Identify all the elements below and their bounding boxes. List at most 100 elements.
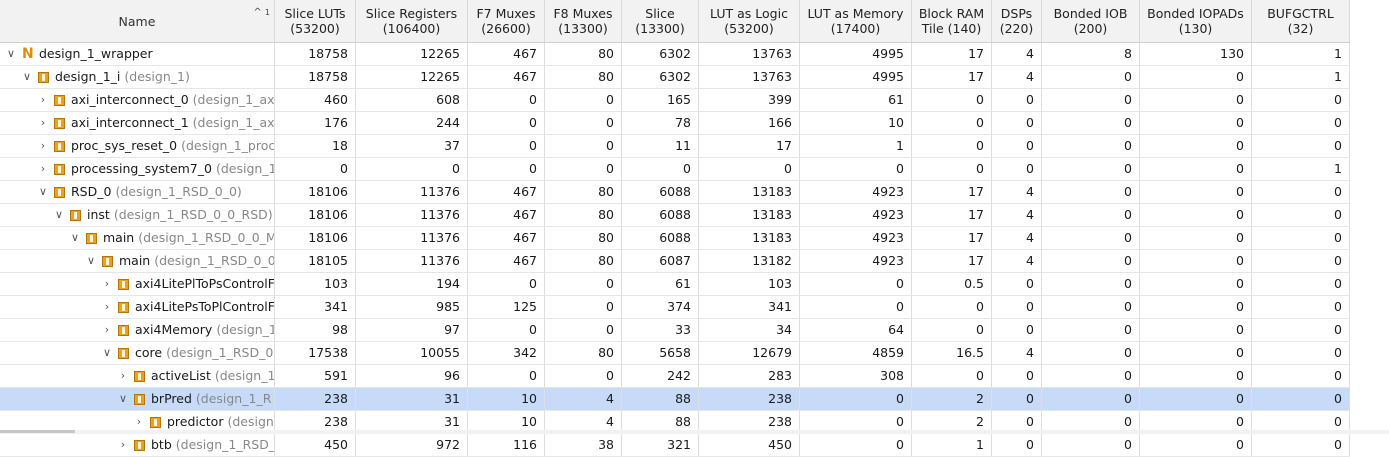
column-header-line1: Slice LUTs (284, 6, 346, 21)
chevron-right-icon[interactable]: › (136, 415, 142, 428)
table-row[interactable]: › axi4LitePsToPlControlF 341 985 125 0 374 341 0… (0, 296, 1350, 319)
value-cell: 0 (1140, 365, 1252, 387)
column-header-12[interactable]: BUFGCTRL (32) (1252, 0, 1350, 42)
hierarchy-name-cell[interactable]: ∨ inst (design_1_RSD_0_0_RSD) (0, 204, 275, 226)
chevron-down-icon[interactable]: ∨ (22, 70, 32, 83)
hierarchy-name-cell[interactable]: ∨ core (design_1_RSD_0 (0, 342, 275, 364)
instance-name: axi4LitePlToPsControlF (135, 276, 275, 291)
hierarchy-name-cell[interactable]: › processing_system7_0 (design_1 (0, 158, 275, 180)
chevron-right-icon[interactable]: › (104, 300, 110, 313)
value-cell: 96 (356, 365, 468, 387)
table-row[interactable]: ∨ brPred (design_1_R 238 31 10 4 88 238 0 2 0 0 0 0 (0, 388, 1350, 411)
table-row[interactable]: ∨ design_1_i (design_1) 18758 12265 467 80 6302… (0, 66, 1350, 89)
value-cell: 0 (992, 112, 1042, 134)
chevron-down-icon[interactable]: ∨ (70, 231, 80, 244)
hierarchy-name-cell[interactable]: › btb (design_1_RSD_ (0, 434, 275, 456)
module-name: (design_1) (124, 69, 190, 84)
table-row[interactable]: ∨ main (design_1_RSD_0_0 18105 11376 467 80 608… (0, 250, 1350, 273)
chevron-right-icon[interactable]: › (40, 139, 46, 152)
chevron-right-icon[interactable]: › (40, 116, 46, 129)
hierarchy-name-cell[interactable]: ∨ brPred (design_1_R (0, 388, 275, 410)
column-header-4[interactable]: F8 Muxes (13300) (545, 0, 622, 42)
chevron-right-icon[interactable]: › (40, 93, 46, 106)
value-cell: 0 (992, 89, 1042, 111)
value-cell: 0 (800, 273, 912, 295)
sort-indicator-icon[interactable]: ^ 1 (253, 7, 270, 18)
column-header-10[interactable]: Bonded IOB (200) (1042, 0, 1140, 42)
hierarchy-name-cell[interactable]: ∨ RSD_0 (design_1_RSD_0_0) (0, 181, 275, 203)
value-cell: 80 (545, 66, 622, 88)
table-row[interactable]: › activeList (design_1 591 96 0 0 242 283 308 0 0 0 0… (0, 365, 1350, 388)
column-header-7[interactable]: LUT as Memory (17400) (800, 0, 912, 42)
value-cell: 0 (545, 365, 622, 387)
hierarchy-name-cell[interactable]: › predictor (design (0, 411, 275, 433)
hierarchy-name-cell[interactable]: › activeList (design_1 (0, 365, 275, 387)
table-row[interactable]: ∨ core (design_1_RSD_0 17538 10055 342 80 5658 1… (0, 342, 1350, 365)
column-header-2[interactable]: Slice Registers (106400) (356, 0, 468, 42)
column-header-11[interactable]: Bonded IOPADs (130) (1140, 0, 1252, 42)
chevron-down-icon[interactable]: ∨ (118, 392, 128, 405)
hierarchy-name-cell[interactable]: › axi4LitePsToPlControlF (0, 296, 275, 318)
hierarchy-name-cell[interactable]: › proc_sys_reset_0 (design_1_proc (0, 135, 275, 157)
chevron-right-icon[interactable]: › (120, 438, 126, 451)
instance-name: design_1_wrapper (39, 46, 153, 61)
hierarchy-name-cell[interactable]: › axi_interconnect_0 (design_1_ax (0, 89, 275, 111)
table-row[interactable]: › processing_system7_0 (design_1 0 0 0 0 0 0 0 0 0 0… (0, 158, 1350, 181)
netlist-n-icon: N (22, 46, 34, 62)
table-row[interactable]: › axi4Memory (design_1 98 97 0 0 33 34 64 0 0 0 0 0 (0, 319, 1350, 342)
chevron-down-icon[interactable]: ∨ (86, 254, 96, 267)
hierarchy-name-cell[interactable]: ∨ main (design_1_RSD_0_0 (0, 250, 275, 272)
value-cell: 0 (468, 365, 545, 387)
column-header-line1: Slice Registers (365, 6, 458, 21)
chevron-down-icon[interactable]: ∨ (54, 208, 64, 221)
column-header-8[interactable]: Block RAM Tile (140) (912, 0, 992, 42)
hierarchy-name-cell[interactable]: › axi4Memory (design_1 (0, 319, 275, 341)
table-row[interactable]: ∨ main (design_1_RSD_0_0_M 18106 11376 467 80 6… (0, 227, 1350, 250)
chevron-down-icon[interactable]: ∨ (6, 47, 16, 60)
value-cell: 0 (1042, 158, 1140, 180)
horizontal-scrollbar[interactable] (0, 430, 1389, 434)
table-row[interactable]: › proc_sys_reset_0 (design_1_proc 18 37 0 0 11 1… (0, 135, 1350, 158)
chevron-right-icon[interactable]: › (120, 369, 126, 382)
value-cell: 18106 (275, 227, 356, 249)
hierarchy-name-cell[interactable]: ∨ design_1_i (design_1) (0, 66, 275, 88)
value-cell: 238 (275, 388, 356, 410)
module-name: (design_1_RSD_0_0_M (138, 230, 275, 245)
value-cell: 0 (992, 273, 1042, 295)
table-row[interactable]: › axi4LitePlToPsControlF 103 194 0 0 61 103 0 0.5… (0, 273, 1350, 296)
chevron-right-icon[interactable]: › (104, 277, 110, 290)
table-row[interactable]: ∨ RSD_0 (design_1_RSD_0_0) 18106 11376 467 80 6… (0, 181, 1350, 204)
value-cell: 467 (468, 181, 545, 203)
table-row[interactable]: ∨ inst (design_1_RSD_0_0_RSD) 18106 11376 467… (0, 204, 1350, 227)
scrollbar-thumb[interactable] (0, 430, 75, 433)
value-cell: 0 (1042, 204, 1140, 226)
table-row[interactable]: › axi_interconnect_1 (design_1_ax 176 244 0 0 7… (0, 112, 1350, 135)
module-icon (54, 117, 65, 129)
column-header-6[interactable]: LUT as Logic (53200) (699, 0, 800, 42)
value-cell: 0 (1140, 411, 1252, 433)
column-header-9[interactable]: DSPs (220) (992, 0, 1042, 42)
chevron-down-icon[interactable]: ∨ (102, 346, 112, 359)
value-cell: 591 (275, 365, 356, 387)
module-icon (86, 232, 97, 244)
chevron-right-icon[interactable]: › (40, 162, 46, 175)
column-header-3[interactable]: F7 Muxes (26600) (468, 0, 545, 42)
table-row[interactable]: › axi_interconnect_0 (design_1_ax 460 608 0 0 1… (0, 89, 1350, 112)
chevron-down-icon[interactable]: ∨ (38, 185, 48, 198)
column-header-0[interactable]: Name ^ 1 (0, 0, 275, 42)
value-cell: 4 (992, 204, 1042, 226)
instance-name: main (119, 253, 151, 268)
hierarchy-name-cell[interactable]: › axi_interconnect_1 (design_1_ax (0, 112, 275, 134)
column-header-5[interactable]: Slice (13300) (622, 0, 699, 42)
column-header-1[interactable]: Slice LUTs (53200) (275, 0, 356, 42)
chevron-right-icon[interactable]: › (104, 323, 110, 336)
table-row[interactable]: › btb (design_1_RSD_ 450 972 116 38 321 450 0 1 0 0 0… (0, 434, 1350, 457)
value-cell: 6087 (622, 250, 699, 272)
hierarchy-name-cell[interactable]: › axi4LitePlToPsControlF (0, 273, 275, 295)
module-icon (70, 209, 81, 221)
hierarchy-name-cell[interactable]: ∨ main (design_1_RSD_0_0_M (0, 227, 275, 249)
value-cell: 2 (912, 388, 992, 410)
